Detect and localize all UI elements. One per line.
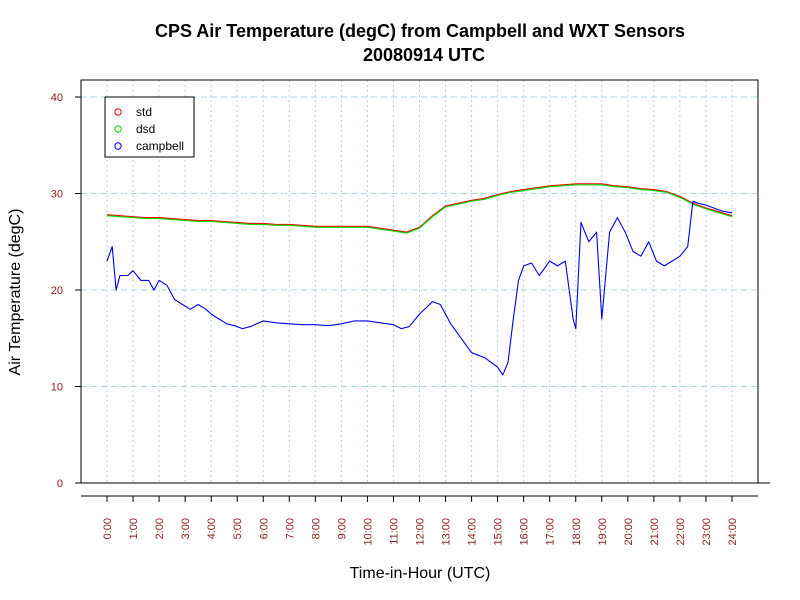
x-tick-label: 18:00 bbox=[571, 518, 583, 546]
x-tick-label: 22:00 bbox=[675, 518, 687, 546]
x-tick-label: 5:00 bbox=[232, 518, 244, 539]
legend-std-marker bbox=[114, 108, 122, 116]
x-tick-label: 6:00 bbox=[258, 518, 270, 539]
x-tick-label: 10:00 bbox=[362, 518, 374, 546]
series-line-dsd bbox=[106, 184, 733, 234]
x-tick-label: 17:00 bbox=[545, 518, 557, 546]
x-tick-label: 20:00 bbox=[623, 518, 635, 546]
x-tick-label: 9:00 bbox=[336, 518, 348, 539]
chart-subtitle: 20080914 UTC bbox=[363, 45, 485, 65]
plot-frame bbox=[80, 79, 759, 484]
data-series bbox=[106, 183, 733, 376]
legend-std-label: std bbox=[136, 105, 152, 119]
chart-title: CPS Air Temperature (degC) from Campbell… bbox=[155, 21, 685, 41]
x-tick-label: 4:00 bbox=[206, 518, 218, 539]
y-tick-label: 0 bbox=[57, 478, 63, 490]
series-line-campbell bbox=[106, 200, 733, 376]
legend-dsd-marker bbox=[114, 125, 122, 133]
y-axis-label: Air Temperature (degC) bbox=[7, 209, 24, 376]
x-axis-label: Time-in-Hour (UTC) bbox=[350, 565, 491, 582]
x-tick-label: 3:00 bbox=[180, 518, 192, 539]
legend-dsd-label: dsd bbox=[136, 122, 155, 136]
x-tick-label: 11:00 bbox=[388, 518, 400, 545]
x-tick-label: 13:00 bbox=[441, 518, 453, 546]
y-tick-label: 40 bbox=[51, 92, 63, 104]
y-tick-label: 30 bbox=[51, 189, 63, 201]
legend: std dsd campbell bbox=[104, 96, 195, 158]
x-tick-label: 1:00 bbox=[128, 518, 140, 539]
y-tick-label: 20 bbox=[51, 285, 63, 297]
x-tick-label: 16:00 bbox=[519, 518, 531, 546]
x-tick-label: 15:00 bbox=[493, 518, 505, 546]
x-tick-label: 24:00 bbox=[727, 518, 739, 546]
legend-campbell-marker bbox=[114, 142, 122, 150]
x-tick-label: 2:00 bbox=[154, 518, 166, 539]
series-line-std bbox=[106, 183, 733, 233]
x-tick-label: 23:00 bbox=[701, 518, 713, 546]
grid-lines bbox=[81, 80, 758, 484]
x-tick-label: 14:00 bbox=[467, 518, 479, 546]
legend-campbell-label: campbell bbox=[136, 139, 184, 153]
y-axis-ticks: 0 10 20 30 40 bbox=[51, 92, 81, 490]
x-tick-label: 19:00 bbox=[597, 518, 609, 546]
x-tick-label: 8:00 bbox=[310, 518, 322, 539]
x-tick-label: 0:00 bbox=[102, 518, 114, 539]
x-axis: 0:00 1:00 2:00 3:00 4:00 5:00 6:00 7:00 8:00 9:00… bbox=[81, 495, 758, 546]
x-tick-label: 12:00 bbox=[415, 518, 427, 546]
x-tick-label: 21:00 bbox=[649, 518, 661, 546]
x-tick-label: 7:00 bbox=[284, 518, 296, 539]
y-tick-label: 10 bbox=[51, 382, 63, 394]
legend-box bbox=[104, 96, 195, 158]
